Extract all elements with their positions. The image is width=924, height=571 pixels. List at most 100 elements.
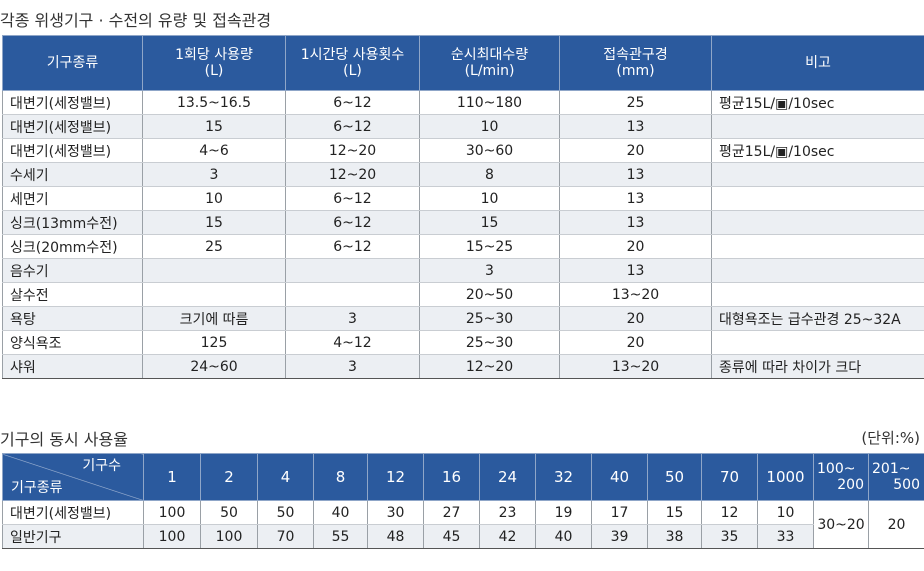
count-header: 24 [479,453,536,501]
count-header: 32 [535,453,592,501]
value-cell: 6~12 [285,186,420,211]
count-header: 12 [367,453,424,501]
count-header: 40 [591,453,648,501]
remark-cell: 종류에 따라 차이가 크다 [711,354,924,379]
value-cell: 3 [419,258,560,283]
value-cell: 10 [419,186,560,211]
rate-cell: 17 [591,500,648,525]
value-cell: 25~30 [419,306,560,331]
value-cell: 25 [142,234,286,259]
value-cell: 125 [142,330,286,355]
value-cell: 4~6 [142,138,286,163]
value-cell: 20~50 [419,282,560,307]
value-cell: 15 [142,114,286,139]
header-usage-per-time: 1회당 사용량 (L) [142,35,286,91]
value-cell: 13 [559,210,712,235]
rate-cell: 100 [143,500,201,525]
merged-rate-cell: 20 [868,500,924,549]
table-row: 싱크(20mm수전) 25 6~12 15~25 20 [2,234,924,259]
value-cell: 4~12 [285,330,420,355]
header-pipe-diameter: 접속관구경 (mm) [559,35,712,91]
table-row: 세면기 10 6~12 10 13 [2,186,924,211]
table-row: 수세기 3 12~20 8 13 [2,162,924,187]
rate-cell: 33 [757,524,814,549]
remark-cell [711,210,924,235]
count-header: 50 [647,453,702,501]
rate-cell: 35 [701,524,758,549]
fixture-name-cell: 음수기 [2,258,143,283]
value-cell [285,258,420,283]
value-cell: 25 [559,90,712,115]
value-cell: 6~12 [285,90,420,115]
corner-header: 기구수 기구종류 [2,453,144,501]
value-cell: 20 [559,234,712,259]
value-cell: 13~20 [559,282,712,307]
value-cell: 10 [142,186,286,211]
rate-cell: 15 [647,500,702,525]
table-row: 대변기(세정밸브) 15 6~12 10 13 [2,114,924,139]
rate-cell: 12 [701,500,758,525]
table-row: 샤워 24~60 3 12~20 13~20 종류에 따라 차이가 크다 [2,354,924,379]
value-cell: 110~180 [419,90,560,115]
value-cell: 20 [559,306,712,331]
rate-cell: 70 [257,524,314,549]
rate-cell: 42 [479,524,536,549]
rate-cell: 100 [200,524,258,549]
rate-cell: 50 [257,500,314,525]
value-cell: 12~20 [419,354,560,379]
value-cell: 13 [559,162,712,187]
count-header: 8 [313,453,368,501]
fixture-name-cell: 대변기(세정밸브) [2,114,143,139]
remark-cell [711,258,924,283]
rate-cell: 40 [313,500,368,525]
value-cell: 3 [142,162,286,187]
value-cell: 크기에 따름 [142,306,286,331]
value-cell: 6~12 [285,114,420,139]
rate-cell: 40 [535,524,592,549]
fixture-name-cell: 양식욕조 [2,330,143,355]
rate-cell: 30 [367,500,424,525]
simultaneous-use-table: 기구수 기구종류 1 2 4 8 12 16 24 32 40 50 70 1000 100~ 200 20… [2,453,924,549]
rate-cell: 27 [423,500,480,525]
count-header: 70 [701,453,758,501]
remark-cell [711,114,924,139]
table-row: 일반기구 100 100 70 55 48 45 42 40 39 38 35 33 [2,524,924,549]
value-cell: 13 [559,114,712,139]
remark-cell [711,234,924,259]
value-cell: 8 [419,162,560,187]
fixture-name-cell: 일반기구 [2,524,144,549]
remark-cell [711,282,924,307]
count-header: 1000 [757,453,814,501]
rate-cell: 100 [143,524,201,549]
count-header: 1 [143,453,201,501]
table-row: 대변기(세정밸브) 13.5~16.5 6~12 110~180 25 평균15L/▣/1… [2,90,924,115]
rate-cell: 55 [313,524,368,549]
range-header: 100~ 200 [813,453,869,501]
table-header-row: 기구종류 1회당 사용량 (L) 1시간당 사용횟수 (L) 순시최대수량 (L… [2,35,924,91]
fixture-name-cell: 대변기(세정밸브) [2,138,143,163]
value-cell: 12~20 [285,162,420,187]
table-row: 대변기(세정밸브) 100 50 50 40 30 27 23 19 17 15 12 10 30~20 2… [2,500,924,549]
rate-cell: 10 [757,500,814,525]
value-cell: 20 [559,138,712,163]
flow-table-title: 각종 위생기구 · 수전의 유량 및 접속관경 [0,11,272,30]
fixture-name-cell: 욕탕 [2,306,143,331]
value-cell: 13.5~16.5 [142,90,286,115]
rate-cell: 19 [535,500,592,525]
table-row: 양식욕조 125 4~12 25~30 20 [2,330,924,355]
count-header: 16 [423,453,480,501]
rate-cell: 50 [200,500,258,525]
value-cell: 15 [142,210,286,235]
fixture-name-cell: 살수전 [2,282,143,307]
table-row: 대변기(세정밸브) 4~6 12~20 30~60 20 평균15L/▣/10sec [2,138,924,163]
rate-cell: 39 [591,524,648,549]
value-cell: 13~20 [559,354,712,379]
rate-cell: 23 [479,500,536,525]
unit-label: (단위:%) [861,429,920,447]
corner-count-label: 기구수 [82,458,121,474]
table-row: 음수기 3 13 [2,258,924,283]
value-cell: 6~12 [285,234,420,259]
count-header: 2 [200,453,258,501]
value-cell [142,258,286,283]
header-remarks: 비고 [711,35,924,91]
